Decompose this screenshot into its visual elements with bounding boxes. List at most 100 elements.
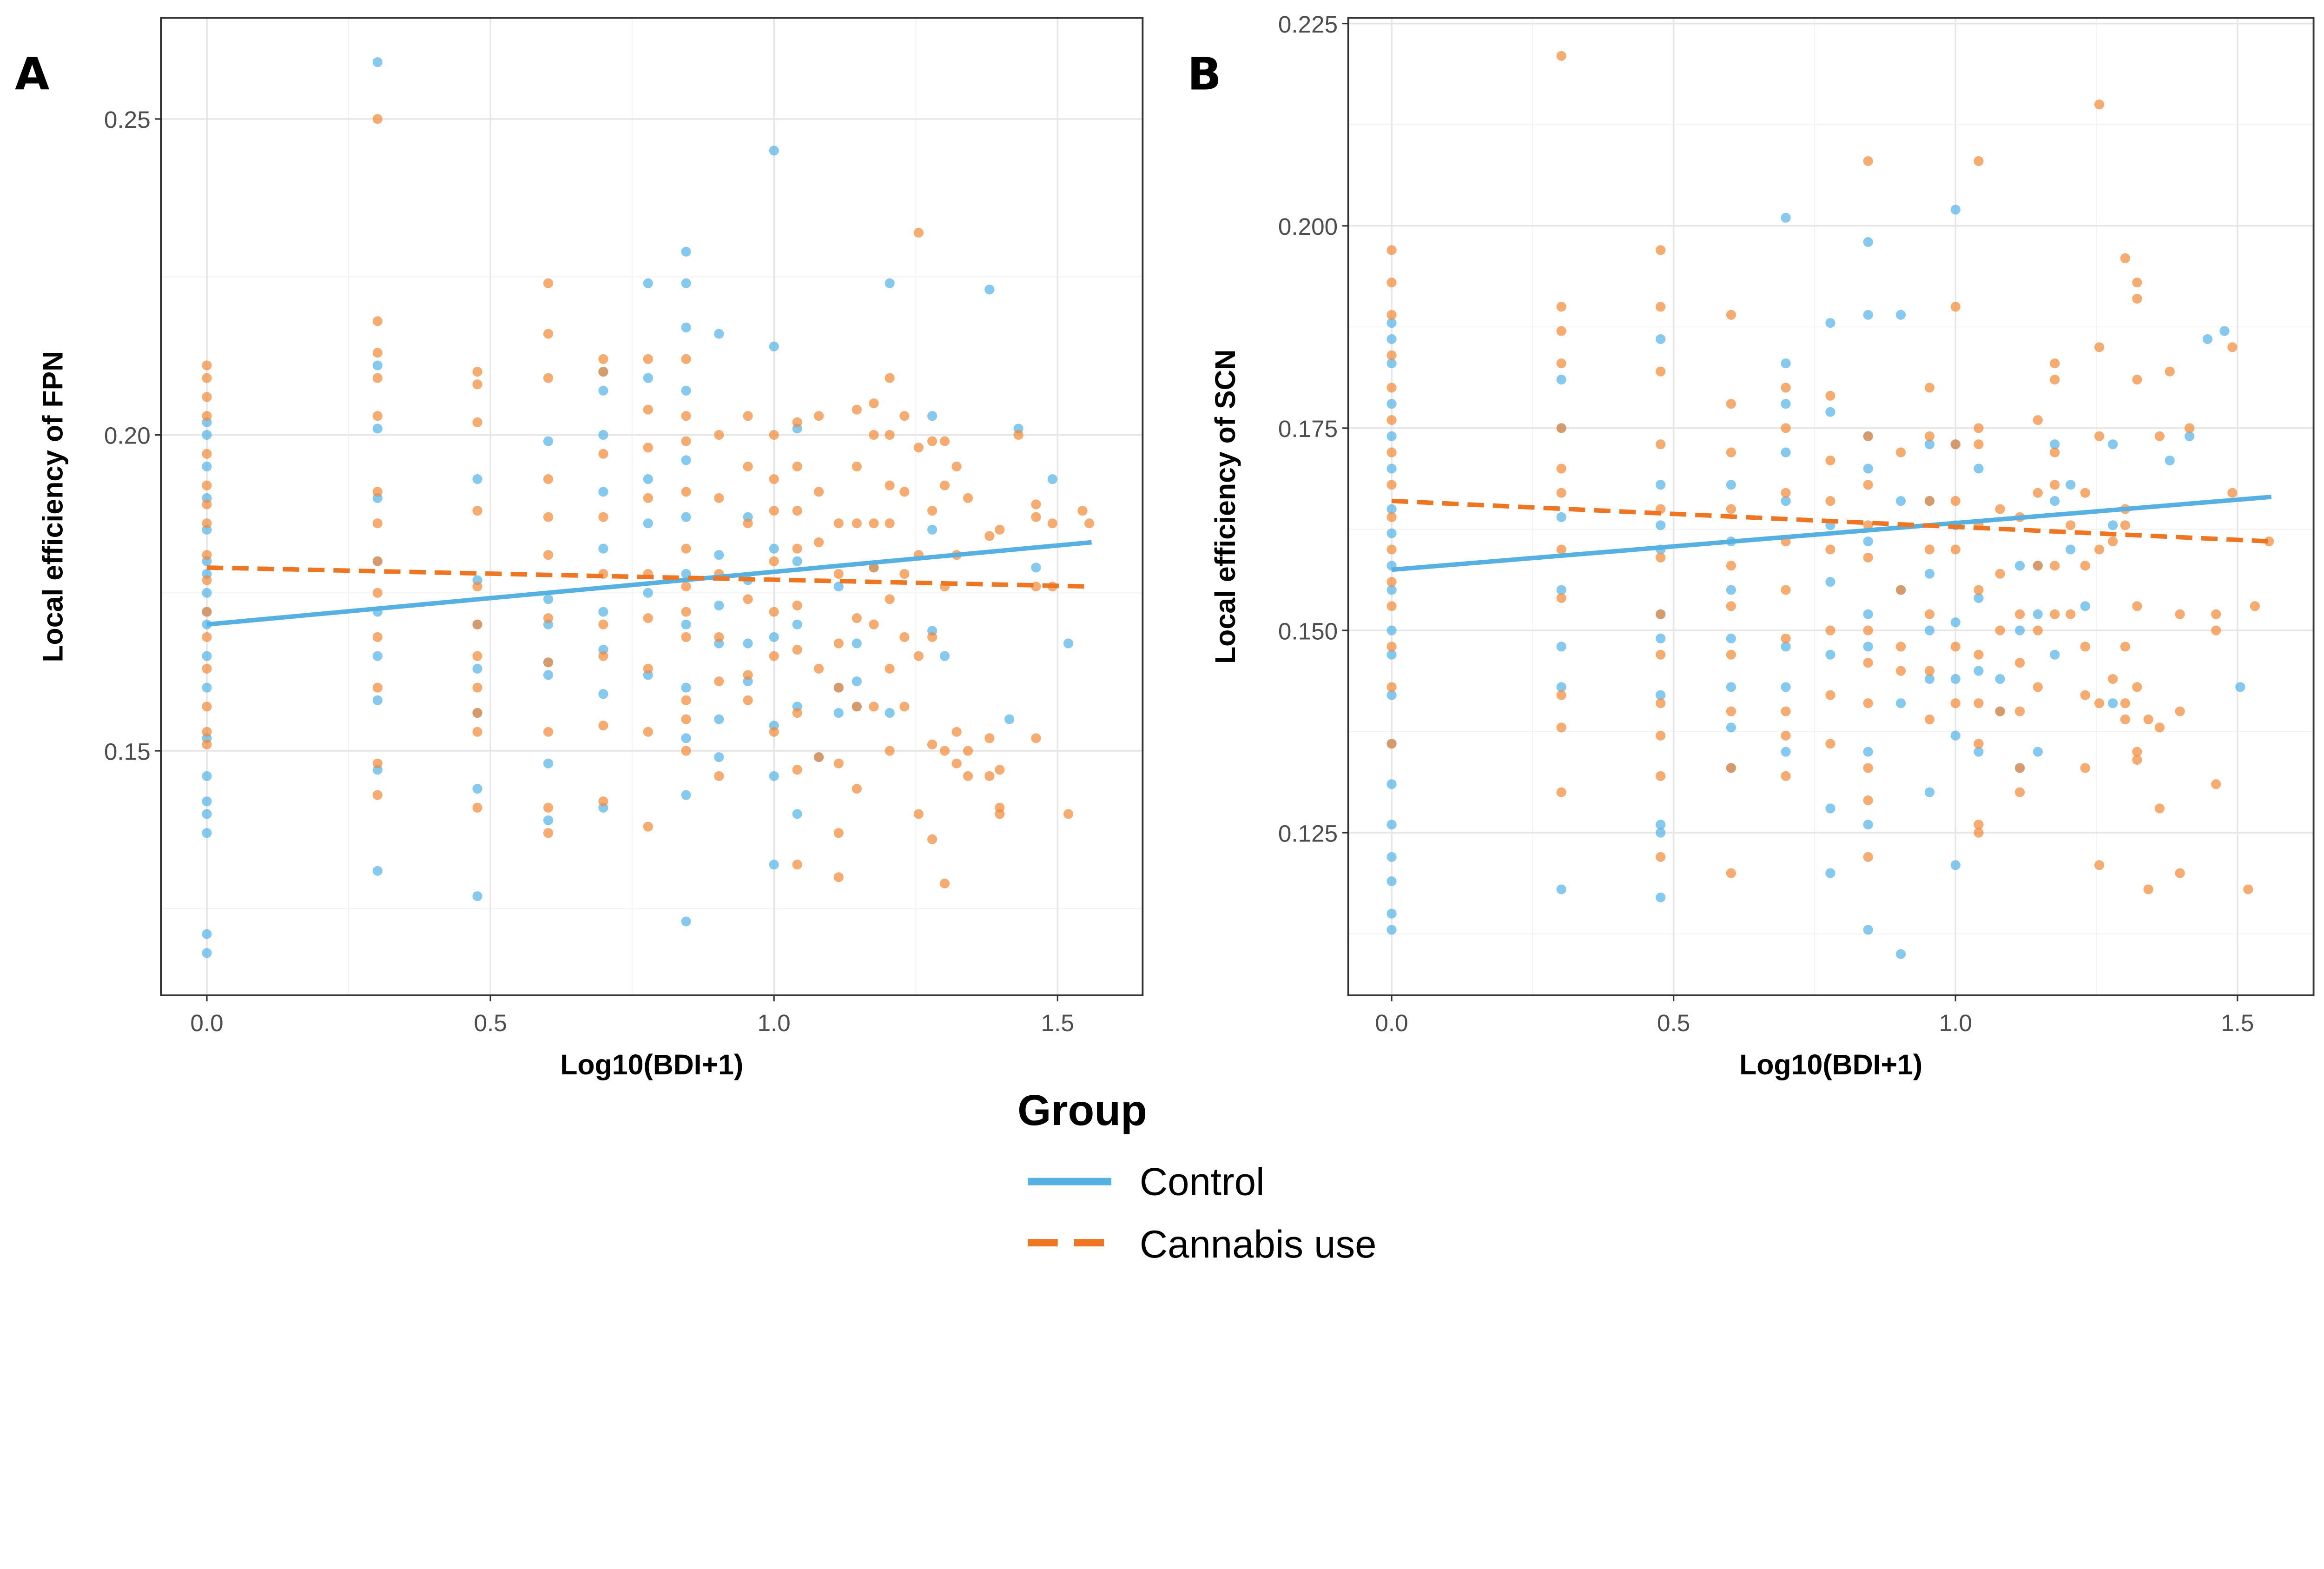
data-point (2050, 447, 2060, 457)
data-point (1556, 593, 1566, 603)
data-point (1924, 609, 1934, 619)
data-point (1995, 504, 2005, 514)
data-point (714, 430, 724, 440)
data-point (472, 417, 482, 427)
data-point (598, 607, 608, 617)
data-point (1863, 698, 1873, 708)
data-point (833, 828, 844, 838)
data-point (2243, 884, 2253, 894)
data-point (833, 638, 844, 649)
data-point (472, 651, 482, 661)
data-point (743, 670, 753, 680)
data-point (1974, 739, 1984, 749)
data-point (681, 322, 691, 333)
data-point (681, 543, 691, 554)
data-point (1781, 488, 1791, 498)
data-point (1924, 787, 1934, 797)
data-point (927, 632, 938, 642)
data-point (472, 474, 482, 484)
data-point (1950, 730, 1961, 741)
data-point (769, 341, 779, 351)
data-point (1863, 310, 1873, 320)
data-point (984, 733, 995, 743)
data-point (1031, 733, 1041, 743)
data-point (681, 436, 691, 446)
data-point (598, 619, 608, 629)
data-point (1825, 868, 1835, 878)
data-point (869, 430, 879, 440)
data-point (598, 721, 608, 731)
data-point (1825, 577, 1835, 587)
data-point (372, 57, 383, 67)
y-tick-label: 0.15 (104, 738, 151, 765)
data-point (995, 524, 1005, 535)
data-point (202, 809, 212, 819)
data-point (202, 392, 212, 402)
data-point (1924, 714, 1934, 725)
data-point (1781, 747, 1791, 757)
data-point (2050, 480, 2060, 490)
data-point (1031, 499, 1041, 510)
data-point (1726, 722, 1736, 733)
panel-a: 0.0 0.5 1.0 1.5 0.15 0.20 0.25 Log10(BDI+1) Loca… (15, 17, 1144, 1080)
data-point (372, 758, 383, 768)
data-point (1656, 649, 1666, 660)
data-point (2120, 520, 2130, 530)
data-point (202, 588, 212, 598)
data-point (1386, 512, 1397, 522)
data-point (2014, 763, 2025, 773)
data-point (2033, 609, 2043, 619)
fit-line-cannabis-use (1391, 498, 2271, 544)
data-point (643, 518, 653, 529)
data-point (1726, 561, 1736, 571)
data-point (1863, 820, 1873, 830)
data-point (963, 771, 973, 781)
data-point (543, 550, 554, 560)
panel-b: 0.0 0.5 1.0 1.5 0.125 0.150 0.175 0.200 0.225 Log… (1187, 11, 2315, 1080)
data-point (1863, 237, 1873, 247)
data-point (743, 638, 753, 649)
data-point (202, 499, 212, 510)
data-point (472, 802, 482, 813)
data-point (1974, 593, 1984, 603)
data-point (2033, 747, 2043, 757)
data-point (869, 563, 879, 573)
data-point (598, 366, 608, 377)
data-point (2175, 706, 2185, 716)
data-point (1974, 828, 1984, 838)
legend-label-control: Control (1140, 1160, 1265, 1204)
data-point (681, 487, 691, 497)
data-point (2094, 544, 2105, 555)
data-point (2050, 649, 2060, 660)
data-point (1656, 245, 1666, 255)
data-point (852, 676, 862, 687)
data-point (1863, 156, 1873, 166)
data-point (1386, 852, 1397, 862)
data-point (2080, 690, 2090, 700)
series-cannabis-use (1386, 51, 2274, 894)
data-point (1924, 674, 1934, 684)
data-point (1863, 658, 1873, 668)
data-point (202, 550, 212, 560)
data-point (1386, 908, 1397, 919)
data-point (372, 487, 383, 497)
data-point (927, 739, 938, 750)
data-point (2014, 787, 2025, 797)
y-tick-label: 0.20 (104, 423, 151, 449)
data-point (1556, 374, 1566, 385)
data-point (1781, 399, 1791, 409)
data-point (598, 487, 608, 497)
data-point (1031, 512, 1041, 522)
data-point (202, 449, 212, 459)
data-point (2120, 642, 2130, 652)
data-point (202, 480, 212, 490)
data-point (2132, 601, 2142, 611)
data-point (681, 278, 691, 288)
data-point (769, 474, 779, 484)
data-point (1974, 463, 1984, 474)
data-point (543, 670, 554, 680)
data-point (2080, 642, 2090, 652)
data-point (1386, 682, 1397, 692)
data-point (202, 607, 212, 617)
data-point (1556, 690, 1566, 700)
